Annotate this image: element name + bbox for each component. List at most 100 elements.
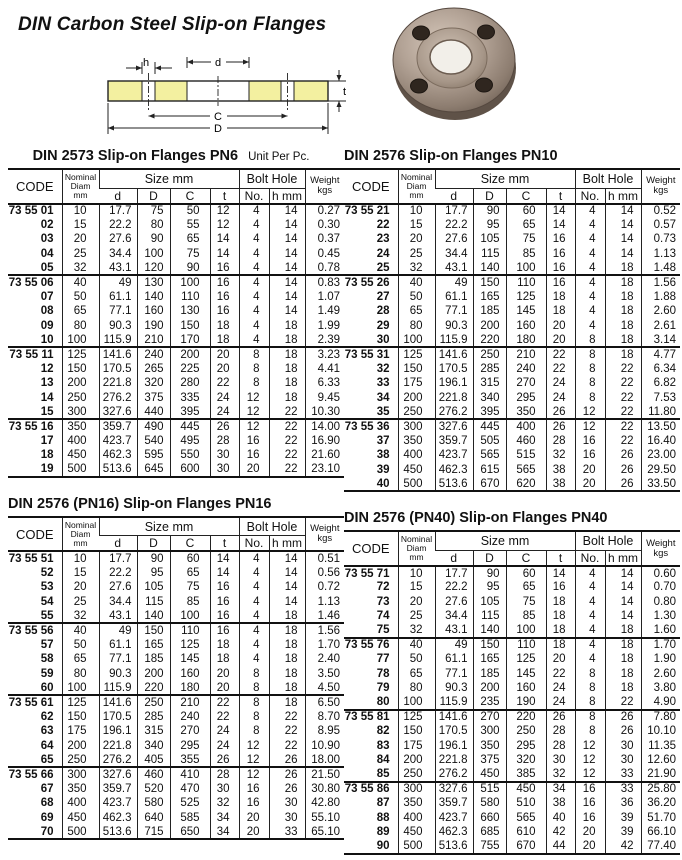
table-cell: 462.3 xyxy=(434,462,473,477)
table-cell: 8 xyxy=(574,680,605,696)
table-cell: 423.7 xyxy=(434,448,473,463)
table-cell: 513.6 xyxy=(434,839,473,854)
table-cell: 210 xyxy=(169,694,210,710)
table-cell: 54 xyxy=(40,595,54,608)
table-cell: 20 xyxy=(209,346,239,362)
table-cell: 10.30 xyxy=(304,404,345,420)
cross-section-drawing: h d t xyxy=(107,57,346,135)
table-cell: 440 xyxy=(136,404,170,420)
table-cell: 4 xyxy=(574,318,605,334)
table-cell: 141.6 xyxy=(434,346,473,362)
table-cell: 4 xyxy=(238,246,269,262)
table-cell: 18 xyxy=(604,666,642,681)
table-row: 73 55 06 40 49 130 100 16 4 14 0.83 xyxy=(8,274,345,290)
table-cell: 270 xyxy=(472,708,506,725)
table-cell: 150 xyxy=(472,274,506,290)
col-header-no: No. xyxy=(238,187,269,204)
table-cell: 140 xyxy=(472,261,506,276)
table-cell: 130 xyxy=(169,304,210,319)
table-cell: 25 xyxy=(61,246,99,262)
table-cell: 28 xyxy=(545,738,575,753)
table-cell: 2.60 xyxy=(640,304,681,319)
table-cell: 160 xyxy=(136,304,170,319)
table-cell: 10.10 xyxy=(640,724,681,739)
table-row: 65 250 276.2 405 355 26 12 26 18.00 xyxy=(8,752,345,768)
table-cell: 462.3 xyxy=(434,824,473,840)
table-cell: 295 xyxy=(505,390,546,405)
table-cell: 110 xyxy=(169,289,210,305)
table-cell: 12 xyxy=(40,362,54,375)
table-cell: 4 xyxy=(574,623,605,638)
table-cell: 12 xyxy=(238,418,269,434)
table-cell: 513.6 xyxy=(98,824,137,840)
table-cell: 16 xyxy=(209,274,239,290)
table-cell: 300 xyxy=(397,418,435,434)
table-cell: 9.45 xyxy=(304,390,345,405)
table-cell: 110 xyxy=(505,636,546,653)
table-row: 67 350 359.7 520 470 30 16 26 30.80 xyxy=(8,781,345,797)
table-cell: 42 xyxy=(604,839,642,854)
table-cell: 395 xyxy=(472,404,506,420)
table-cell: 355 xyxy=(169,752,210,768)
table-row: 15 300 327.6 440 395 24 12 22 10.30 xyxy=(8,404,345,420)
table-cell: 16 xyxy=(209,304,239,319)
table-cell: 22.2 xyxy=(98,217,137,233)
table-cell: 1.56 xyxy=(304,622,345,638)
table-cell: 350 xyxy=(61,418,99,434)
table-cell: 18 xyxy=(40,449,54,462)
table-cell: 14 xyxy=(268,580,306,595)
table-cell: 525 xyxy=(169,796,210,811)
table-cell: 17.7 xyxy=(98,551,137,566)
table-cell: 38 xyxy=(376,449,390,462)
table-cell: 22 xyxy=(268,418,306,434)
table-cell: 50 xyxy=(397,652,435,667)
table-cell: 8 xyxy=(238,694,269,710)
table-cell: 170.5 xyxy=(98,361,137,377)
table-cell: 79 xyxy=(376,682,390,695)
table-cell: 265 xyxy=(136,361,170,377)
table-cell: 650 xyxy=(169,824,210,840)
table-row: 70 500 513.6 715 650 34 20 33 65.10 xyxy=(8,824,345,840)
table-cell: 34.4 xyxy=(98,246,137,262)
table-cell: 43.1 xyxy=(434,261,473,276)
table-cell: 14 xyxy=(604,203,642,218)
table-cell: 350 xyxy=(61,781,99,797)
table-cell: 32 xyxy=(61,261,99,276)
table-cell: 150 xyxy=(61,361,99,377)
table-cell: 0.73 xyxy=(640,232,681,247)
table-cell: 34.4 xyxy=(434,608,473,624)
table-cell: 26 xyxy=(604,708,642,725)
table-cell: 4 xyxy=(238,608,269,624)
table-cell: 88 xyxy=(376,811,390,824)
flange-table-pn10: CODE Nominal Diam mm Size mm Bolt Hole W… xyxy=(344,168,681,493)
col-header-C: C xyxy=(505,549,546,566)
table-cell: 90 xyxy=(472,203,506,218)
table-cell: 6.33 xyxy=(304,376,345,391)
table-cell: 221.8 xyxy=(434,390,473,405)
table-cell: 210 xyxy=(136,333,170,348)
table-cell: 50 xyxy=(397,289,435,305)
table-cell: 85 xyxy=(376,767,390,780)
table-cell: 1.88 xyxy=(640,289,681,305)
table-cell: 75 xyxy=(505,594,546,609)
table-cell: 4 xyxy=(574,289,605,305)
table-cell: 4 xyxy=(574,232,605,247)
col-header-nominal: Nominal Diam mm xyxy=(397,531,435,566)
table-cell: 615 xyxy=(472,462,506,477)
table-cell: 115.9 xyxy=(98,680,137,696)
table-cell: 14 xyxy=(268,232,306,247)
table-cell: 400 xyxy=(397,448,435,463)
table-cell: 28 xyxy=(376,305,390,318)
table-row: 69 450 462.3 640 585 34 20 30 55.10 xyxy=(8,810,345,825)
table-cell: 145 xyxy=(505,666,546,681)
table-cell: 1.60 xyxy=(640,623,681,638)
table-row: 04 25 34.4 100 75 14 4 14 0.45 xyxy=(8,246,345,262)
table-cell: 80 xyxy=(61,666,99,681)
table-cell: 200 xyxy=(61,738,99,753)
table-cell: 335 xyxy=(169,390,210,405)
table-cell: 14 xyxy=(604,580,642,595)
table-cell: 22 xyxy=(268,462,306,477)
table-cell: 4 xyxy=(574,652,605,667)
table-cell: 2.39 xyxy=(304,333,345,348)
table-cell: 30 xyxy=(604,738,642,753)
